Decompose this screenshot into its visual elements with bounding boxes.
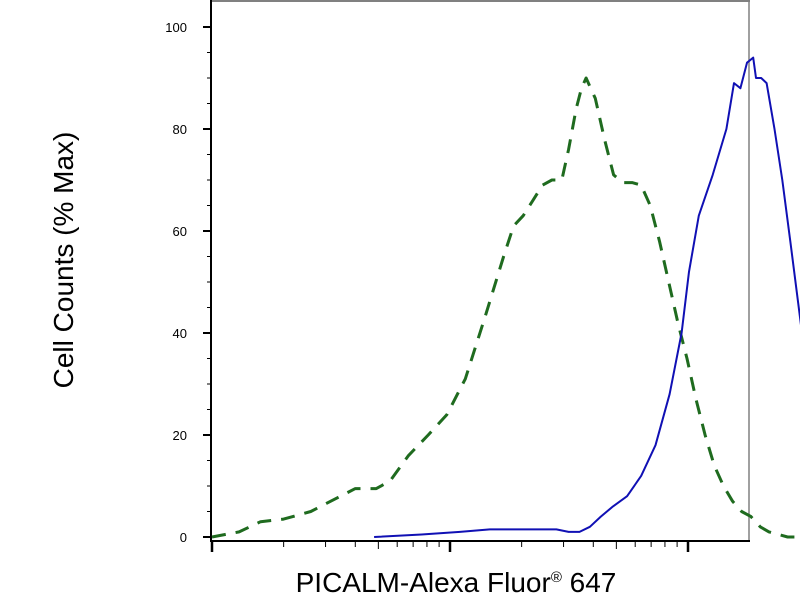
y-tick-label: 60	[173, 224, 187, 239]
x-axis-title: PICALM-Alexa Fluor® 647	[296, 567, 617, 598]
x-axis-title-registered-mark: ®	[551, 569, 562, 586]
y-axis-title: Cell Counts (% Max)	[48, 132, 79, 389]
y-tick-label: 20	[173, 428, 187, 443]
stained-histogram-line	[374, 56, 800, 538]
y-axis-ticks: 0 20 40 60 80 100	[165, 20, 211, 545]
x-axis-ticks	[210, 541, 690, 552]
x-axis-title-main: PICALM-Alexa Fluor	[296, 567, 551, 598]
y-tick-label: 40	[173, 326, 187, 341]
y-tick-label: 0	[180, 530, 187, 545]
x-axis-title-suffix: 647	[562, 567, 617, 598]
control-histogram-line	[211, 76, 800, 539]
y-tick-label: 100	[165, 20, 187, 35]
series-layer	[211, 56, 800, 539]
y-tick-label: 80	[173, 122, 187, 137]
